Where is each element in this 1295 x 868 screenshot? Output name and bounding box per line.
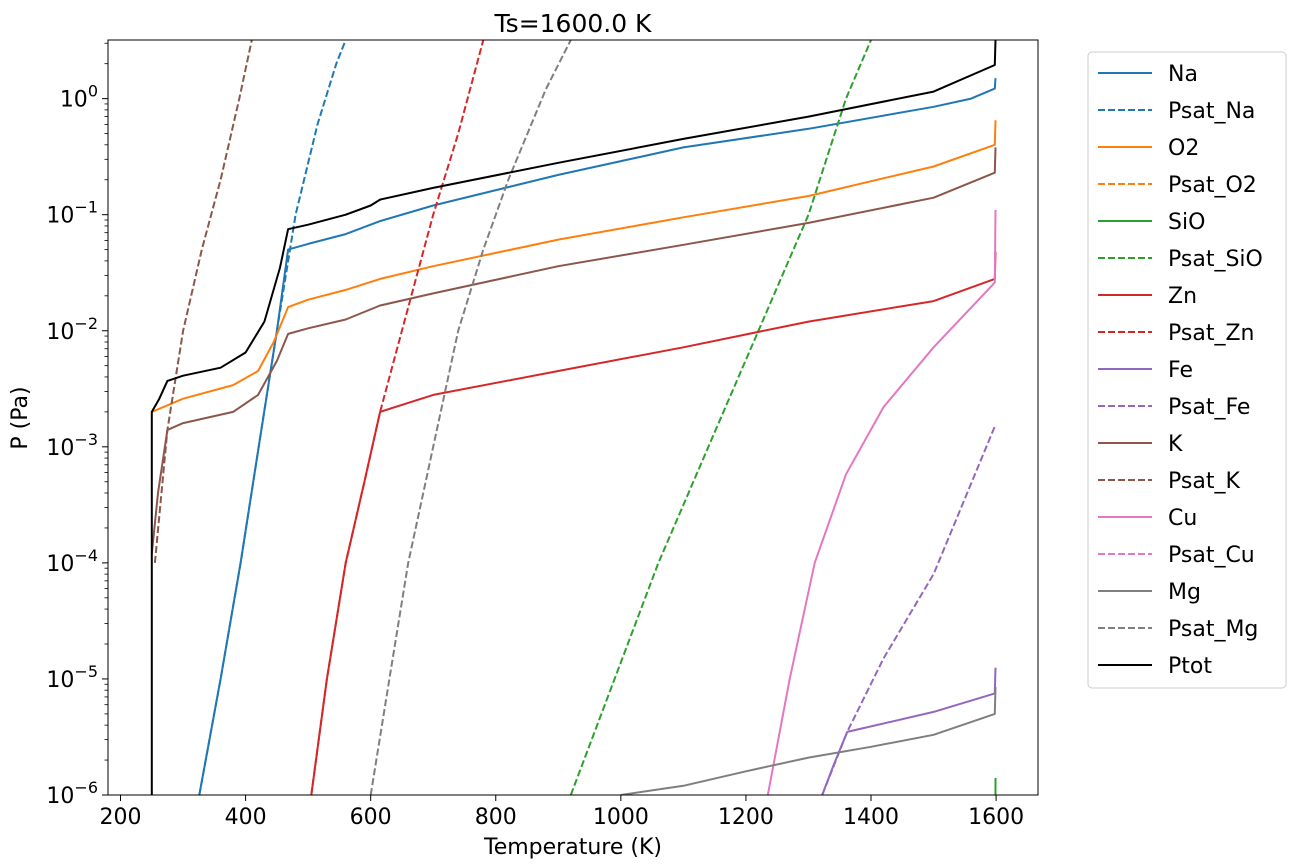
- y-axis-label: P (Pa): [8, 386, 33, 449]
- legend-label: Fe: [1168, 358, 1193, 383]
- y-tick-label: 10−5: [46, 662, 98, 693]
- series-line-psat-mg: [369, 40, 572, 795]
- legend-label: Na: [1168, 62, 1198, 87]
- x-tick-label: 800: [475, 805, 517, 830]
- legend-label: SiO: [1168, 210, 1205, 235]
- x-tick-label: 1400: [843, 805, 899, 830]
- x-tick-label: 400: [225, 805, 267, 830]
- series-line-ptot: [150, 40, 997, 795]
- legend-label: Mg: [1168, 580, 1201, 605]
- series-line-cu: [766, 209, 997, 795]
- x-tick-label: 600: [350, 805, 392, 830]
- legend-label: Psat_Na: [1168, 99, 1255, 124]
- series-line-psat-sio: [569, 40, 872, 795]
- legend-label: Psat_SiO: [1168, 247, 1263, 272]
- legend-label: Ptot: [1168, 654, 1212, 679]
- series-line-psat-na: [198, 40, 347, 795]
- y-tick-label: 10−1: [46, 198, 98, 229]
- legend-label: Psat_Zn: [1168, 321, 1254, 346]
- series-line-psat-zn: [310, 40, 485, 795]
- legend-label: Zn: [1168, 284, 1197, 309]
- series-line-psat-k: [153, 40, 253, 563]
- legend-label: Psat_Mg: [1168, 617, 1258, 642]
- legend-label: Psat_K: [1168, 469, 1240, 494]
- legend-label: O2: [1168, 136, 1199, 161]
- x-tick-label: 1200: [718, 805, 774, 830]
- x-axis-label: Temperature (K): [483, 835, 662, 860]
- series-line-o2: [151, 120, 997, 413]
- legend-label: Psat_Fe: [1168, 395, 1250, 420]
- plot-frame: [107, 39, 1039, 796]
- legend-label: K: [1168, 432, 1183, 457]
- legend-label: Psat_O2: [1168, 173, 1257, 198]
- series-line-k: [150, 147, 997, 554]
- legend-label: Cu: [1168, 506, 1197, 531]
- y-axis-ticks: 10−6 10−5 10−4 10−3 10−2 10−1 100: [46, 42, 108, 809]
- legend: Na Psat_Na O2 Psat_O2 SiO Psat_SiO Zn Psat_Zn Fe…: [1087, 51, 1287, 689]
- series-line-mg: [620, 687, 997, 795]
- x-tick-label: 1000: [593, 805, 649, 830]
- chart-title: Ts=1600.0 K: [494, 9, 653, 38]
- legend-frame: [1087, 51, 1287, 689]
- x-axis-ticks: 200 400 600 800 1000 1200 1400 1600: [100, 795, 1024, 830]
- y-tick-label: 10−4: [46, 546, 98, 577]
- x-tick-label: 1600: [968, 805, 1024, 830]
- series-lines: [150, 40, 997, 795]
- y-tick-label: 10−3: [46, 430, 98, 461]
- y-tick-label: 10−2: [46, 314, 98, 345]
- y-tick-label: 100: [60, 82, 98, 113]
- y-tick-label: 10−6: [46, 778, 98, 809]
- x-tick-label: 200: [100, 805, 142, 830]
- legend-label: Psat_Cu: [1168, 543, 1255, 568]
